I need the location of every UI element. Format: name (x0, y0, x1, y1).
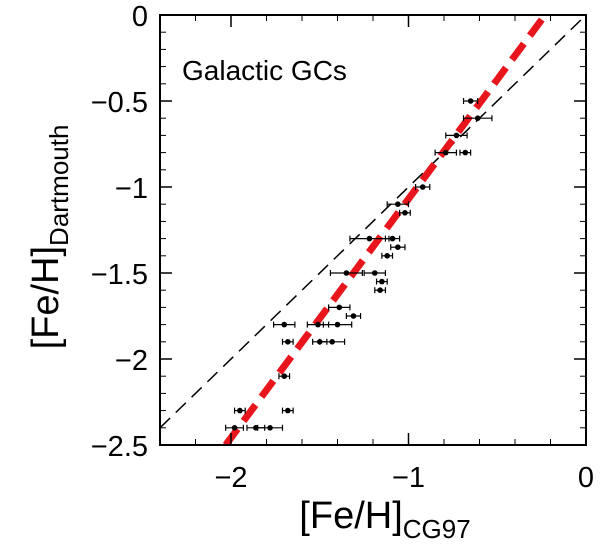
data-point (322, 321, 353, 328)
point-marker (285, 339, 291, 345)
one-to-one-line (160, 15, 586, 429)
point-marker (350, 313, 357, 319)
annotation-galactic-gcs: Galactic GCs (182, 55, 347, 86)
data-point (329, 270, 363, 276)
data-point (328, 304, 351, 311)
y-axis-label: [Fe/H]Dartmouth (25, 125, 74, 350)
y-tick-label: −2 (115, 345, 148, 377)
point-marker (453, 132, 460, 139)
point-marker (419, 184, 426, 190)
data-point (233, 407, 246, 414)
y-axis-label-main: [Fe/H] (25, 246, 67, 349)
point-marker (442, 149, 449, 156)
point-marker (343, 270, 350, 276)
data-point (462, 98, 479, 104)
data-point (415, 184, 431, 190)
point-marker (336, 304, 343, 311)
data-point (459, 149, 472, 156)
x-axis-label-sub: CG97 (403, 514, 471, 544)
y-tick-label: −0.5 (91, 87, 148, 119)
point-marker (366, 235, 373, 242)
point-marker (285, 407, 291, 414)
point-marker (315, 321, 321, 328)
data-point (349, 235, 390, 242)
y-axis-label-sub: Dartmouth (44, 125, 74, 246)
data-point (399, 209, 411, 216)
point-marker (474, 115, 481, 121)
point-marker (384, 253, 391, 259)
data-point (381, 252, 394, 259)
data-point (374, 287, 387, 294)
data-point (386, 201, 410, 208)
data-point (257, 424, 284, 431)
point-marker (467, 98, 474, 104)
point-marker (329, 339, 335, 345)
point-marker (231, 425, 238, 431)
x-tick-label: −2 (214, 462, 247, 494)
x-axis-label: [Fe/H]CG97 (299, 495, 470, 544)
data-point (384, 235, 401, 242)
x-tick-label: −1 (392, 462, 425, 494)
point-marker (402, 210, 408, 216)
y-tick-label: −2.5 (91, 431, 148, 463)
data-point (278, 373, 291, 380)
data-point (319, 338, 346, 345)
point-marker (377, 287, 383, 294)
point-marker (379, 278, 385, 285)
data-point (462, 115, 493, 122)
point-marker (281, 373, 288, 380)
point-marker (389, 235, 396, 242)
x-tick-label: 0 (578, 462, 594, 494)
y-tick-label: −1.5 (91, 259, 148, 291)
data-point (434, 149, 458, 156)
point-marker (371, 270, 378, 276)
data-point (225, 424, 245, 431)
data-point (363, 270, 387, 276)
data-point (345, 313, 362, 319)
point-marker (462, 149, 469, 156)
point-marker (395, 244, 401, 250)
data-point (445, 132, 468, 139)
point-marker (281, 321, 288, 328)
y-tick-label: 0 (132, 1, 148, 33)
data-point (390, 244, 406, 251)
point-marker (395, 201, 401, 207)
data-point (273, 321, 296, 328)
data-point (281, 338, 294, 345)
x-axis-label-main: [Fe/H] (299, 495, 402, 537)
data-point (375, 278, 388, 285)
point-marker (237, 407, 243, 414)
point-marker (334, 321, 341, 328)
point-marker (267, 425, 273, 431)
y-tick-label: −1 (115, 173, 148, 205)
data-point (281, 407, 294, 414)
